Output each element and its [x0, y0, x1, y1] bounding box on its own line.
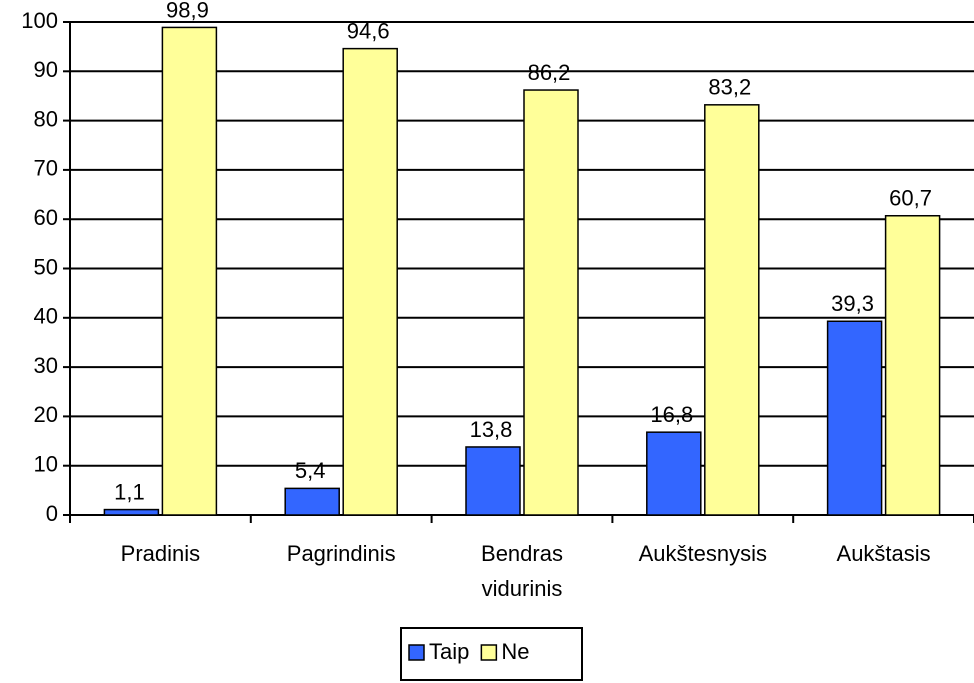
- y-tick-label: 60: [34, 205, 58, 230]
- value-label: 5,4: [295, 458, 326, 483]
- y-tick-label: 0: [46, 501, 58, 526]
- value-label: 60,7: [889, 186, 932, 211]
- bar: [465, 446, 521, 516]
- value-label: 16,8: [650, 402, 693, 427]
- y-tick-label: 40: [34, 304, 58, 329]
- y-tick-label: 20: [34, 402, 58, 427]
- y-tick-label: 90: [34, 57, 58, 82]
- y-tick-label: 100: [21, 8, 58, 33]
- value-label: 86,2: [528, 60, 571, 85]
- y-tick-label: 70: [34, 156, 58, 181]
- legend-swatch: [408, 644, 425, 661]
- x-tick-label: Pagrindinis: [287, 541, 396, 566]
- bar: [826, 320, 883, 516]
- x-tick-label: Bendras vidurinis: [481, 541, 563, 601]
- value-label: 98,9: [166, 0, 209, 22]
- legend: Taip Ne: [400, 627, 583, 681]
- bar: [704, 104, 760, 516]
- bar: [884, 214, 941, 516]
- bar: [523, 89, 579, 516]
- y-tick-label: 80: [34, 106, 58, 131]
- value-label: 94,6: [347, 18, 390, 43]
- y-tick-label: 30: [34, 353, 58, 378]
- legend-label: Ne: [501, 639, 529, 664]
- bar: [646, 431, 702, 516]
- y-tick-label: 10: [34, 452, 58, 477]
- x-tick-label: Aukštasis: [837, 541, 931, 566]
- x-tick-label: Pradinis: [121, 541, 200, 566]
- bar: [342, 47, 398, 516]
- bar: [284, 487, 340, 516]
- bar: [161, 26, 218, 516]
- bar: [103, 508, 160, 516]
- legend-label: Taip: [429, 639, 469, 664]
- x-tick-label: Aukštesnysis: [639, 541, 767, 566]
- y-tick-label: 50: [34, 254, 58, 279]
- value-label: 13,8: [470, 417, 513, 442]
- legend-swatch: [480, 644, 498, 661]
- value-label: 83,2: [708, 75, 751, 100]
- value-label: 39,3: [831, 291, 874, 316]
- value-label: 1,1: [114, 479, 145, 504]
